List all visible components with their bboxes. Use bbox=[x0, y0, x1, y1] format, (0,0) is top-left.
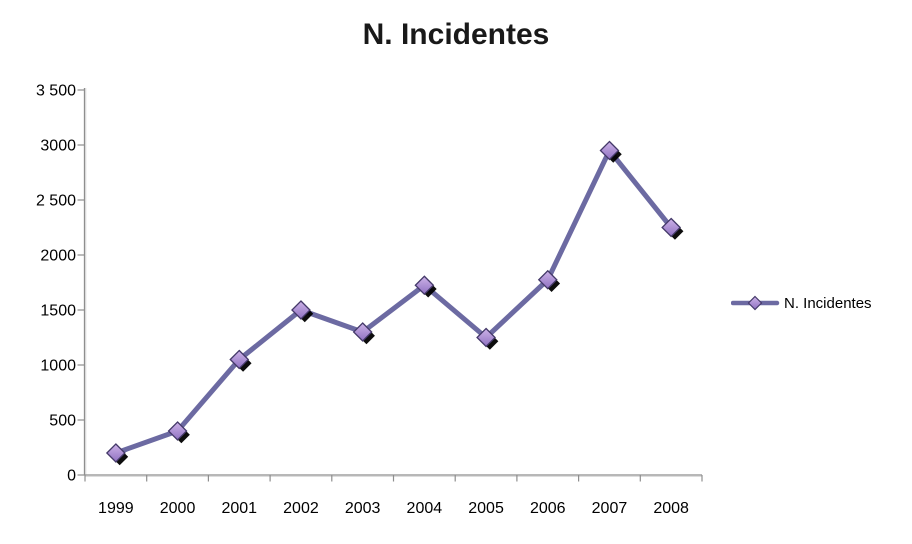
data-point-marker bbox=[352, 322, 373, 342]
y-tick-label: 0 bbox=[67, 468, 76, 485]
data-point-marker bbox=[229, 349, 250, 370]
y-tick-label: 1000 bbox=[40, 358, 76, 375]
data-point-marker bbox=[167, 421, 188, 441]
data-point-marker bbox=[537, 269, 558, 290]
data-point-marker bbox=[414, 275, 435, 296]
data-point-marker bbox=[476, 327, 496, 348]
y-tick-label: 1500 bbox=[40, 303, 76, 320]
legend-line-marker-icon bbox=[731, 295, 780, 311]
x-axis-label: 2003 bbox=[345, 500, 381, 517]
y-tick-label: 500 bbox=[49, 413, 76, 430]
x-axis-label: 2008 bbox=[653, 500, 689, 517]
y-tick-label: 3000 bbox=[40, 138, 76, 155]
x-axis-label: 2007 bbox=[592, 500, 628, 517]
data-point-marker bbox=[291, 300, 311, 320]
chart-title: N. Incidentes bbox=[362, 18, 550, 51]
legend-label: N. Incidentes bbox=[784, 294, 872, 312]
x-axis-label: 2004 bbox=[407, 500, 443, 517]
series-line bbox=[113, 148, 674, 456]
legend-marker bbox=[747, 295, 763, 311]
data-point-marker bbox=[105, 443, 126, 463]
data-point-marker bbox=[599, 140, 620, 161]
legend: N. Incidentes bbox=[731, 293, 872, 313]
x-axis-label: 1999 bbox=[98, 500, 134, 517]
x-axis-label: 2002 bbox=[283, 500, 319, 517]
y-tick-label: 2 500 bbox=[36, 193, 76, 210]
x-axis-label: 2006 bbox=[530, 500, 566, 517]
y-tick-label: 3 500 bbox=[36, 83, 76, 100]
data-point-marker bbox=[661, 217, 682, 238]
x-axis-label: 2005 bbox=[468, 500, 504, 517]
y-tick-label: 2000 bbox=[40, 248, 76, 265]
x-axis-label: 2001 bbox=[221, 500, 257, 517]
x-axis-label: 2000 bbox=[160, 500, 196, 517]
